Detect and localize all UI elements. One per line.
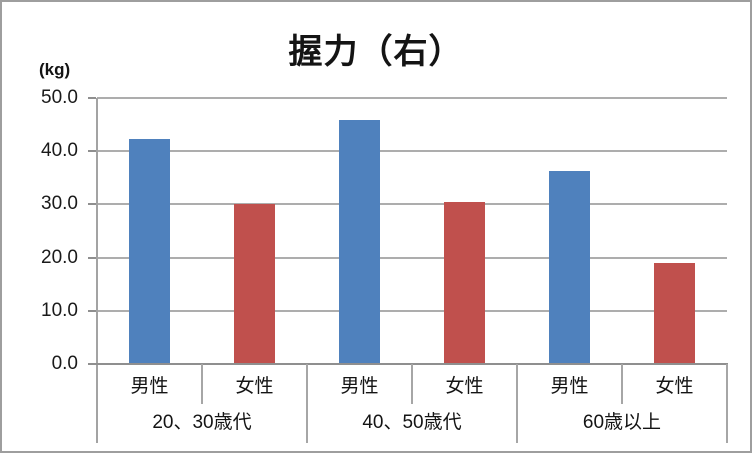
gridline xyxy=(97,203,727,206)
axis-gender-label: 男性 xyxy=(340,376,379,397)
axis-group-label: 60歳以上 xyxy=(582,412,662,433)
bar-female-group1 xyxy=(234,204,275,364)
axis-gender-label: 女性 xyxy=(445,376,484,397)
gridline xyxy=(97,309,727,312)
y-axis-tick-label: 10.0 xyxy=(41,299,78,321)
y-axis-tick-label: 40.0 xyxy=(41,140,78,162)
y-axis-tick xyxy=(88,97,96,99)
gridline xyxy=(97,97,727,99)
axis-gender-label: 女性 xyxy=(655,376,694,397)
y-axis-unit-label: (kg) xyxy=(39,60,71,79)
group-separator xyxy=(726,364,728,443)
y-axis-tick-label: 20.0 xyxy=(41,246,78,268)
gender-separator xyxy=(201,364,203,404)
chart-title: 握力（右） xyxy=(288,33,464,71)
gender-separator xyxy=(621,364,623,404)
y-axis-tick xyxy=(88,203,96,206)
bar-female-group3 xyxy=(654,262,695,364)
bar-female-group2 xyxy=(444,201,485,364)
group-separator xyxy=(516,364,518,443)
y-axis-tick-label: 50.0 xyxy=(41,87,78,108)
bar-male-group1 xyxy=(129,139,170,364)
axis-gender-label: 男性 xyxy=(130,376,169,397)
y-axis-tick xyxy=(88,256,96,259)
y-axis-tick xyxy=(88,309,96,312)
axis-gender-label: 男性 xyxy=(550,376,589,397)
bar-male-group3 xyxy=(549,171,590,364)
y-axis-line xyxy=(96,98,98,443)
gridline xyxy=(97,256,727,259)
bar-male-group2 xyxy=(339,120,380,364)
y-axis-tick xyxy=(88,363,96,365)
axis-group-label: 40、50歳代 xyxy=(362,412,462,433)
group-separator xyxy=(306,364,308,443)
y-axis-tick-label: 30.0 xyxy=(41,193,78,215)
gridline xyxy=(97,150,727,153)
axis-group-label: 20、30歳代 xyxy=(152,412,252,433)
axis-gender-label: 女性 xyxy=(235,376,274,397)
y-axis-tick xyxy=(88,150,96,153)
y-axis-tick-label: 0.0 xyxy=(51,353,78,374)
gender-separator xyxy=(411,364,413,404)
